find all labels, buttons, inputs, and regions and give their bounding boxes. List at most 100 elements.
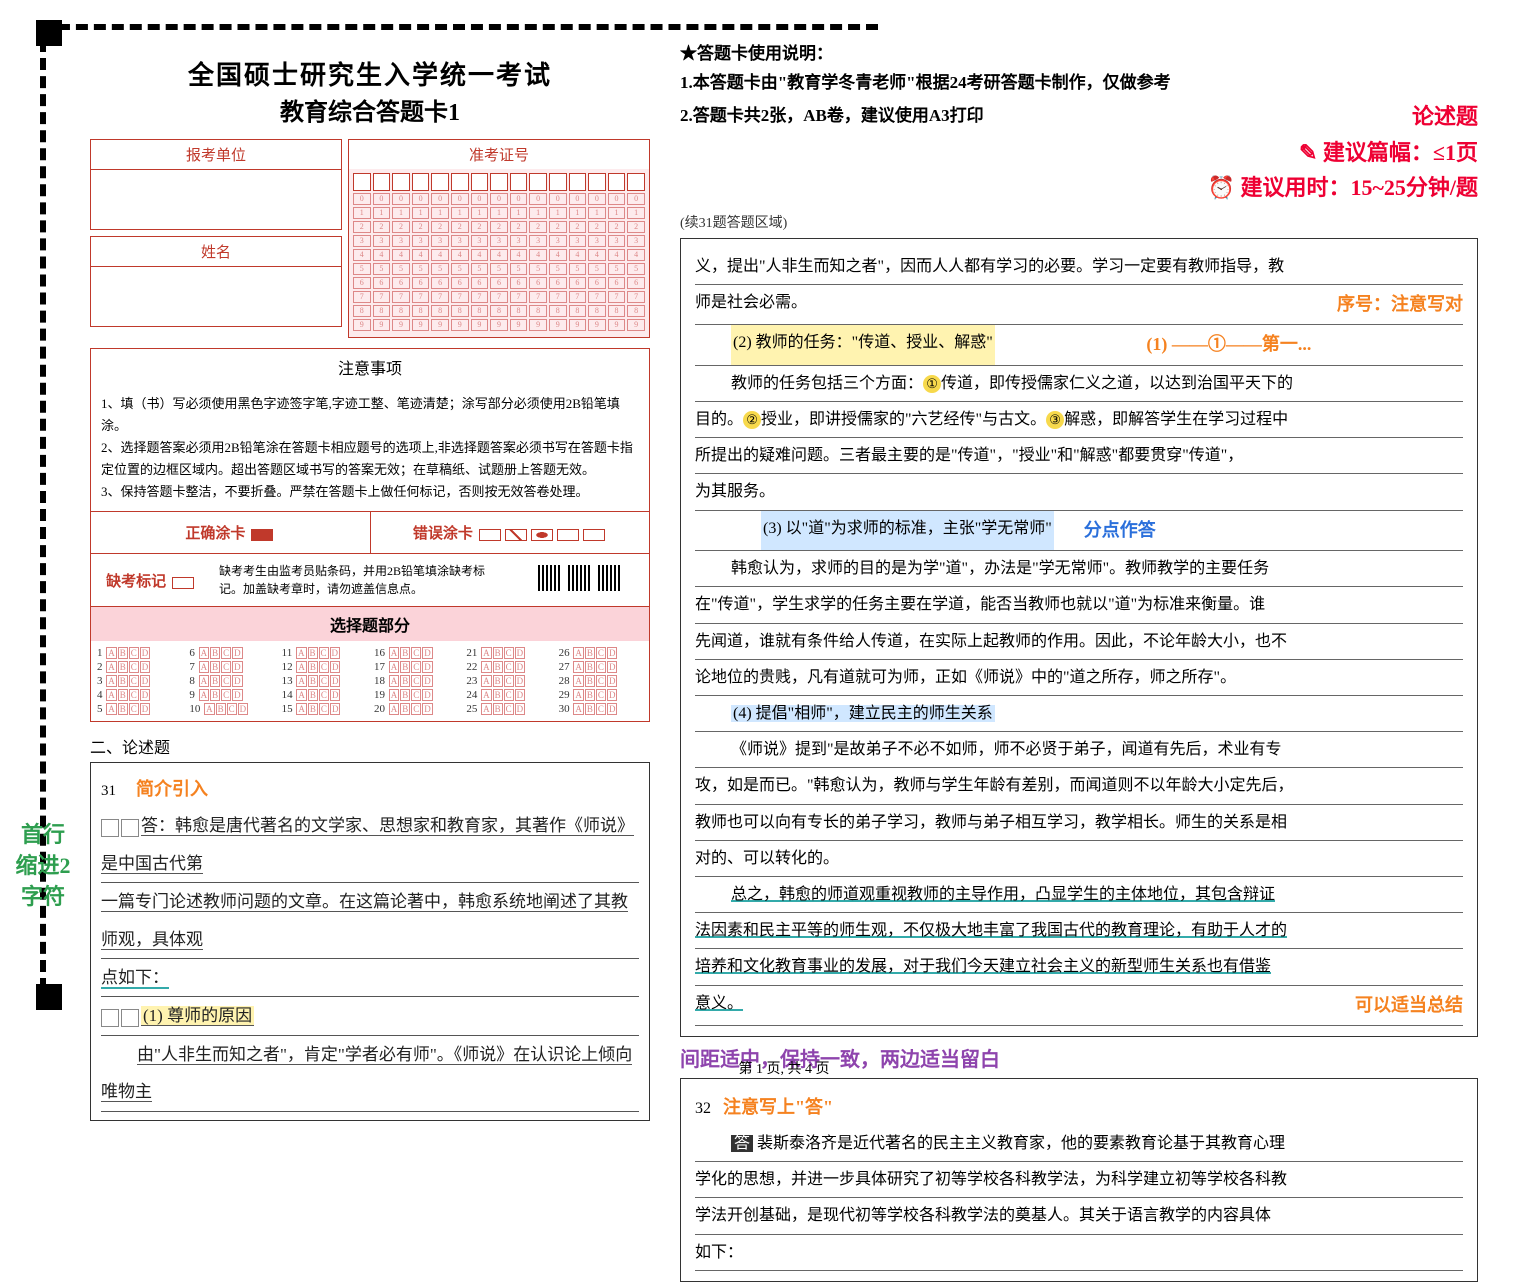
- choice-18: 18 ABCD: [374, 675, 458, 687]
- q31-number: 31: [101, 776, 116, 806]
- choice-23: 23 ABCD: [466, 675, 550, 687]
- c-l6: 为其服务。: [695, 483, 775, 500]
- c-sum2: 法因素和民主平等的师生观，不仅极大地丰富了我国古代的教育理论，有助于人才的: [695, 922, 1287, 939]
- c-p4: (4) 提倡"相师"，建立民主的师生关系: [731, 705, 995, 722]
- write-da-anno: 注意写上"答": [723, 1089, 833, 1126]
- wrong-fill: 错误涂卡: [371, 512, 650, 553]
- absent-text: 缺考考生由监考员贴条码，并用2B铅笔填涂缺考标记。加盖缺考章时，请勿遮盖信息点。: [211, 554, 509, 606]
- choice-4: 4 ABCD: [97, 689, 181, 701]
- c-l9: 先闻道，谁就有条件给人传道，在实际上起教师的作用。因此，不论年龄大小，也不: [695, 633, 1287, 650]
- choice-20: 20 ABCD: [374, 703, 458, 715]
- q31-l2: 一篇专门论述教师问题的文章。在这篇论著中，韩愈系统地阐述了其教师观，具体观: [101, 892, 628, 949]
- id-section: 报考单位 姓名 准考证号 000000000000000111111111111…: [90, 139, 650, 338]
- q32-number: 32: [695, 1093, 711, 1126]
- q31-l1: 答：韩愈是唐代著名的文学家、思想家和教育家，其著作《师说》是中国古代第: [101, 816, 634, 873]
- q31-l3: 点如下：: [101, 968, 169, 989]
- c-l4: 目的。②授业，即讲授儒家的"六艺经传"与古文。③解惑，即解答学生在学习过程中: [695, 411, 1288, 428]
- absent-row: 缺考标记 缺考考生由监考员贴条码，并用2B铅笔填涂缺考标记。加盖缺考章时，请勿遮…: [90, 554, 650, 607]
- choice-1: 1 ABCD: [97, 647, 181, 659]
- choice-24: 24 ABCD: [466, 689, 550, 701]
- usage-notes: ★答题卡使用说明： 1.本答题卡由"教育学冬青老师"根据24考研答题卡制作，仅做…: [680, 40, 1478, 135]
- notice-title: 注意事项: [91, 349, 649, 385]
- absent-label: 缺考标记: [91, 560, 211, 601]
- barcode-area: [509, 565, 649, 596]
- choice-11: 11 ABCD: [282, 647, 366, 659]
- numbering-anno: 序号：注意写对: [1337, 285, 1463, 325]
- choice-14: 14 ABCD: [282, 689, 366, 701]
- q31-continued: 义，提出"人非生而知之者"，因而人人都有学习的必要。学习一定要有教师指导，教 师…: [680, 238, 1478, 1038]
- right-column: ★答题卡使用说明： 1.本答题卡由"教育学冬青老师"根据24考研答题卡制作，仅做…: [680, 40, 1478, 1050]
- choice-30: 30 ABCD: [559, 703, 643, 715]
- q32-l2: 学化的思想，并进一步具体研究了初等学校各科教学法，为科学建立初等学校各科教: [695, 1171, 1287, 1188]
- time-anno: ⏰ 建议用时：15~25分钟/题: [680, 170, 1478, 205]
- choice-6: 6 ABCD: [189, 647, 273, 659]
- c-l5: 所提出的疑难问题。三者最主要的是"传道"，"授业"和"解惑"都要贯穿"传道"，: [695, 447, 1243, 464]
- q32-l1: 裴斯泰洛齐是近代著名的民主主义教育家，他的要素教育论基于其教育心理: [757, 1135, 1285, 1152]
- left-column: 全国硕士研究生入学统一考试 教育综合答题卡1 报考单位 姓名 准考证号 0000…: [90, 40, 650, 1050]
- answer-sheet-page: 首行 缩进2 字符 全国硕士研究生入学统一考试 教育综合答题卡1 报考单位 姓名: [0, 0, 1528, 1080]
- c-p2: (2) 教师的任务："传道、授业、解惑": [731, 325, 995, 365]
- essay-type-anno: 论述题: [1412, 98, 1478, 135]
- choice-5: 5 ABCD: [97, 703, 181, 715]
- choice-3: 3 ABCD: [97, 675, 181, 687]
- length-anno: ✎ 建议篇幅：≤1页: [680, 135, 1478, 170]
- choice-10: 10 ABCD: [189, 703, 273, 715]
- notice-body: 1、填（书）写必须使用黑色字迹签字笔,字迹工整、笔迹清楚；涂写部分必须使用2B铅…: [91, 385, 649, 511]
- choice-12: 12 ABCD: [282, 661, 366, 673]
- choice-15: 15 ABCD: [282, 703, 366, 715]
- c-l10: 论地位的贵贱，凡有道就可为师，正如《师说》中的"道之所存，师之所存"。: [695, 669, 1236, 686]
- point-anno: 分点作答: [1084, 511, 1156, 551]
- choice-9: 9 ABCD: [189, 689, 273, 701]
- summary-anno: 可以适当总结: [1355, 986, 1463, 1026]
- choice-17: 17 ABCD: [374, 661, 458, 673]
- choice-8: 8 ABCD: [189, 675, 273, 687]
- continue-label: (续31题答题区域): [680, 212, 1478, 232]
- q32-l4: 如下：: [695, 1244, 743, 1261]
- c-sum3: 培养和文化教育事业的发展，对于我们今天建立社会主义的新型师生关系也有借鉴: [695, 949, 1271, 984]
- notice-box: 注意事项 1、填（书）写必须使用黑色字迹签字笔,字迹工整、笔迹清楚；涂写部分必须…: [90, 348, 650, 512]
- usage-2: 2.答题卡共2张，AB卷，建议使用A3打印: [680, 102, 984, 131]
- choice-25: 25 ABCD: [466, 703, 550, 715]
- c-l14: 对的、可以转化的。: [695, 850, 839, 867]
- usage-star: ★答题卡使用说明：: [680, 40, 1478, 69]
- q32-l3: 学法开创基础，是现代初等学校各科教学法的奠基人。其关于语言教学的内容具体: [695, 1207, 1271, 1224]
- c-l8: 在"传道"，学生求学的任务主要在学道，能否当教师也就以"道"为标准来衡量。谁: [695, 596, 1265, 613]
- choice-26: 26 ABCD: [559, 647, 643, 659]
- numbering-eg: (1) ——①——第一...: [995, 325, 1463, 365]
- correct-fill: 正确涂卡: [91, 512, 371, 553]
- q32-box: 32 注意写上"答" 答 裴斯泰洛齐是近代著名的民主主义教育家，他的要素教育论基…: [680, 1078, 1478, 1282]
- c-l11: 《师说》提到"是故弟子不必不如师，师不必贤于弟子，闻道有先后，术业有专: [731, 741, 1282, 758]
- c-sum1: 总之，韩愈的师道观重视教师的主导作用，凸显学生的主体地位，其包含辩证: [731, 886, 1275, 903]
- indent-annotation: 首行 缩进2 字符: [8, 820, 78, 912]
- intro-annotation: 简介引入: [136, 771, 208, 807]
- c-l2: 师是社会必需。: [695, 285, 807, 325]
- sub-title: 教育综合答题卡1: [90, 92, 650, 127]
- choice-title: 选择题部分: [91, 607, 649, 641]
- exam-id-grid: 准考证号 00000000000000011111111111111122222…: [348, 139, 650, 338]
- choice-29: 29 ABCD: [559, 689, 643, 701]
- main-title: 全国硕士研究生入学统一考试: [90, 40, 650, 92]
- choice-section: 选择题部分 1 ABCD 6 ABCD 11 ABCD 16 ABCD 21 ABCD 2…: [90, 607, 650, 722]
- q31-box: 31 简介引入 答：韩愈是唐代著名的文学家、思想家和教育家，其著作《师说》是中国…: [90, 762, 650, 1120]
- unit-field: 报考单位: [90, 139, 342, 230]
- choice-2: 2 ABCD: [97, 661, 181, 673]
- corner-tl: [36, 20, 62, 46]
- q31-p1: (1) 尊师的原因: [141, 1006, 254, 1026]
- choice-28: 28 ABCD: [559, 675, 643, 687]
- c-l12: 攻，如是而已。"韩愈认为，教师与学生年龄有差别，而闻道则不以年龄大小定先后，: [695, 777, 1294, 794]
- choice-19: 19 ABCD: [374, 689, 458, 701]
- essay-section-label: 二、论述题: [90, 734, 650, 758]
- choice-16: 16 ABCD: [374, 647, 458, 659]
- choice-22: 22 ABCD: [466, 661, 550, 673]
- c-sum4: 意义。: [695, 986, 743, 1026]
- q31-l4: 由"人非生而知之者"，肯定"学者必有师"。《师说》在认识论上倾向唯物主: [101, 1045, 632, 1102]
- c-l13: 教师也可以向有专长的弟子学习，教师与弟子相互学习，教学相长。师生的关系是相: [695, 814, 1287, 831]
- corner-bl: [36, 984, 62, 1010]
- c-l1: 义，提出"人非生而知之者"，因而人人都有学习的必要。学习一定要有教师指导，教: [695, 258, 1284, 275]
- choice-7: 7 ABCD: [189, 661, 273, 673]
- usage-1: 1.本答题卡由"教育学冬青老师"根据24考研答题卡制作，仅做参考: [680, 69, 1478, 98]
- crop-dash-top: [40, 24, 878, 30]
- choice-27: 27 ABCD: [559, 661, 643, 673]
- c-l3: 教师的任务包括三个方面：①传道，即传授儒家仁义之道，以达到治国平天下的: [731, 375, 1293, 392]
- choice-21: 21 ABCD: [466, 647, 550, 659]
